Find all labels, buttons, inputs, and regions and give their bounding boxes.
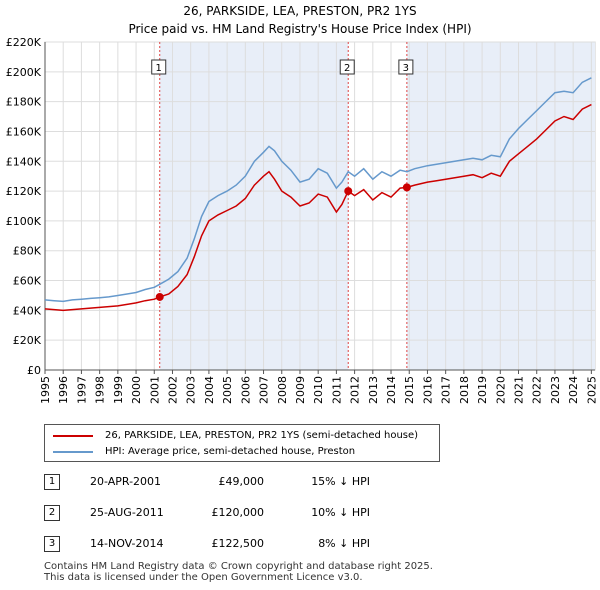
chart-title: 26, PARKSIDE, LEA, PRESTON, PR2 1YS xyxy=(183,4,417,18)
sale-point xyxy=(402,183,411,192)
transaction-row: 1 20-APR-2001 £49,000 15% ↓ HPI xyxy=(44,474,464,492)
y-tick-label: £20K xyxy=(13,334,42,347)
sale-marker-box xyxy=(339,59,355,75)
x-tick-label: 2009 xyxy=(294,376,307,404)
sale-band xyxy=(159,42,349,370)
x-tick-label: 2005 xyxy=(221,376,234,404)
y-tick-label: £220K xyxy=(6,36,42,49)
x-tick-label: 2000 xyxy=(130,376,143,404)
x-tick-label: 2012 xyxy=(349,376,362,404)
y-tick-label: £120K xyxy=(6,185,42,198)
legend-swatch-red xyxy=(53,434,93,437)
x-tick-label: 2018 xyxy=(458,376,471,404)
sale-marker-box xyxy=(151,59,167,75)
y-tick-label: £60K xyxy=(13,275,42,288)
y-tick-label: £40K xyxy=(13,304,42,317)
y-tick-label: £100K xyxy=(6,215,42,228)
y-tick-label: £200K xyxy=(6,66,42,79)
x-tick-label: 2013 xyxy=(367,376,380,404)
x-tick-label: 2008 xyxy=(276,376,289,404)
y-tick-label: £0 xyxy=(27,364,41,377)
y-tick-label: £160K xyxy=(6,125,42,138)
legend-item-hpi: HPI: Average price, semi-detached house,… xyxy=(53,446,355,457)
y-tick-label: £80K xyxy=(13,245,42,258)
transaction-date: 14-NOV-2014 xyxy=(90,537,164,550)
transaction-hpi: 8% ↓ HPI xyxy=(318,537,370,550)
x-tick-label: 2015 xyxy=(403,376,416,404)
x-tick-label: 2023 xyxy=(549,376,562,404)
transaction-number: 2 xyxy=(44,505,60,521)
legend-swatch-blue xyxy=(53,450,93,453)
x-tick-label: 2021 xyxy=(513,376,526,404)
x-tick-label: 2002 xyxy=(166,376,179,404)
x-tick-label: 1997 xyxy=(75,376,88,404)
transaction-price: £122,500 xyxy=(211,537,265,550)
x-tick-label: 2019 xyxy=(476,376,489,404)
transaction-number: 3 xyxy=(44,536,60,552)
footer-copyright: Contains HM Land Registry data © Crown c… xyxy=(44,561,433,572)
sale-marker-label: 3 xyxy=(403,63,409,74)
sale-band xyxy=(406,42,595,370)
sale-marker-box xyxy=(398,59,414,75)
transaction-row: 2 25-AUG-2011 £120,000 10% ↓ HPI xyxy=(44,505,464,523)
y-tick-label: £180K xyxy=(6,96,42,109)
x-tick-label: 2025 xyxy=(585,376,598,404)
x-tick-label: 2011 xyxy=(330,376,343,404)
sale-marker-label: 1 xyxy=(156,63,162,74)
x-tick-label: 2017 xyxy=(440,376,453,404)
x-tick-label: 1999 xyxy=(112,376,125,404)
x-tick-label: 2006 xyxy=(239,376,252,404)
x-tick-label: 2024 xyxy=(567,376,580,404)
chart-legend: 26, PARKSIDE, LEA, PRESTON, PR2 1YS (sem… xyxy=(44,424,440,462)
x-tick-label: 2010 xyxy=(312,376,325,404)
x-tick-label: 2020 xyxy=(494,376,507,404)
x-tick-label: 2007 xyxy=(258,376,271,404)
chart-subtitle: Price paid vs. HM Land Registry's House … xyxy=(128,22,472,36)
transaction-date: 20-APR-2001 xyxy=(90,475,162,488)
x-tick-label: 2016 xyxy=(421,376,434,404)
transaction-hpi: 10% ↓ HPI xyxy=(311,506,370,519)
x-tick-label: 1995 xyxy=(39,376,52,404)
x-tick-label: 1996 xyxy=(57,376,70,404)
transaction-number: 1 xyxy=(44,474,60,490)
transaction-row: 3 14-NOV-2014 £122,500 8% ↓ HPI xyxy=(44,536,464,554)
x-tick-label: 2003 xyxy=(185,376,198,404)
sale-marker-label: 2 xyxy=(344,63,350,74)
transaction-price: £49,000 xyxy=(218,475,265,488)
legend-label-hpi: HPI: Average price, semi-detached house,… xyxy=(105,446,356,457)
property-price-line xyxy=(44,103,592,312)
legend-label-property: 26, PARKSIDE, LEA, PRESTON, PR2 1YS (sem… xyxy=(105,430,419,441)
x-tick-label: 2014 xyxy=(385,376,398,404)
y-tick-label: £140K xyxy=(6,155,42,168)
transaction-hpi: 15% ↓ HPI xyxy=(311,475,370,488)
chart-plot: £0 £20K £40K £60K £80K £100K £120K £140K £160K £1… xyxy=(6,36,599,404)
x-tick-label: 2022 xyxy=(531,376,544,404)
transaction-price: £120,000 xyxy=(211,506,265,519)
footer-licence: This data is licensed under the Open Gov… xyxy=(44,572,363,583)
hpi-line xyxy=(44,77,592,303)
x-tick-label: 2004 xyxy=(203,376,216,404)
x-tick-label: 1998 xyxy=(94,376,107,404)
transaction-date: 25-AUG-2011 xyxy=(90,506,164,519)
sale-point xyxy=(344,187,353,196)
sale-point xyxy=(155,292,164,301)
x-tick-label: 2001 xyxy=(148,376,161,404)
legend-item-property: 26, PARKSIDE, LEA, PRESTON, PR2 1YS (sem… xyxy=(53,430,418,441)
